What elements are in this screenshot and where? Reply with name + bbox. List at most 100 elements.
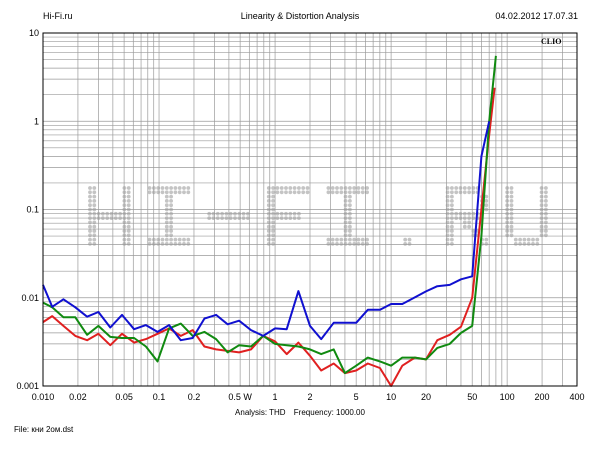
watermark-dot xyxy=(164,203,169,208)
watermark-dot xyxy=(450,242,454,246)
watermark-dot xyxy=(126,199,131,203)
watermark-dot xyxy=(92,237,97,242)
chart-grid xyxy=(43,33,577,386)
watermark-dot xyxy=(348,194,352,199)
watermark-dot xyxy=(450,229,454,233)
watermark-dot xyxy=(88,237,92,242)
chart-series xyxy=(42,55,497,387)
watermark-dot xyxy=(407,242,412,246)
watermark-dot xyxy=(292,190,297,195)
watermark-dot xyxy=(326,190,331,195)
x-tick-label: 100 xyxy=(500,392,515,402)
watermark-dot xyxy=(156,190,161,195)
watermark-dot xyxy=(271,194,275,199)
watermark-dot xyxy=(126,229,131,233)
watermark-dot xyxy=(539,233,544,238)
watermark-dot xyxy=(147,242,152,246)
watermark-dot xyxy=(271,190,275,195)
watermark-dot xyxy=(160,186,165,190)
watermark-dot xyxy=(92,229,97,233)
watermark-dot xyxy=(169,233,174,238)
watermark-dot xyxy=(454,190,459,195)
watermark-dot xyxy=(288,186,293,190)
watermark-dot xyxy=(266,229,271,233)
watermark-dot xyxy=(177,242,182,246)
watermark-dot xyxy=(266,242,271,246)
watermark-dot xyxy=(335,190,339,195)
watermark-dot xyxy=(173,186,178,190)
watermark-dot xyxy=(544,224,548,229)
watermark-dot xyxy=(186,190,191,195)
watermark-dot xyxy=(169,229,174,233)
frequency-label: Frequency: 1000.00 xyxy=(293,408,365,417)
watermark-dot xyxy=(92,220,97,225)
watermark-dot xyxy=(147,190,152,195)
watermark-dot xyxy=(343,237,348,242)
watermark-dot xyxy=(343,190,348,195)
watermark-dot xyxy=(186,242,191,246)
watermark-dot xyxy=(518,237,522,242)
x-tick-label: 2 xyxy=(307,392,312,402)
watermark-dot xyxy=(544,194,548,199)
watermark-dot xyxy=(365,237,369,242)
watermark-dot xyxy=(484,237,489,242)
watermark-dot xyxy=(326,237,331,242)
watermark-dot xyxy=(462,190,467,195)
watermark-dot xyxy=(182,242,186,246)
watermark-dot xyxy=(531,242,535,246)
watermark-dot xyxy=(467,220,471,225)
watermark-dot xyxy=(518,242,522,246)
analysis-label: Analysis: THD xyxy=(235,408,286,417)
watermark-dot xyxy=(339,242,344,246)
watermark-dot xyxy=(509,203,514,208)
watermark-dot xyxy=(88,224,92,229)
clio-brand-mark: CLIO xyxy=(541,37,561,46)
watermark-dot xyxy=(339,186,344,190)
watermark-dot xyxy=(126,190,131,195)
watermark-dot xyxy=(348,220,352,225)
watermark-dot xyxy=(339,237,344,242)
watermark-dot xyxy=(509,194,514,199)
watermark-dot xyxy=(164,190,169,195)
watermark-dot xyxy=(126,194,131,199)
watermark-dot xyxy=(326,186,331,190)
watermark-dot xyxy=(271,186,275,190)
watermark-dot xyxy=(266,194,271,199)
watermark-dot xyxy=(356,190,361,195)
watermark-dot xyxy=(173,242,178,246)
watermark-dot xyxy=(266,233,271,238)
watermark-dot xyxy=(458,186,463,190)
watermark-dot xyxy=(147,237,152,242)
watermark-dot xyxy=(330,186,335,190)
watermark-dot xyxy=(450,190,454,195)
watermark-dot xyxy=(509,224,514,229)
watermark-dot xyxy=(484,242,489,246)
series-blue-line xyxy=(42,121,491,342)
watermark-dot xyxy=(164,237,169,242)
watermark-dot xyxy=(92,224,97,229)
watermark-dot xyxy=(177,186,182,190)
watermark-dot xyxy=(164,194,169,199)
watermark-dot xyxy=(305,186,310,190)
watermark-dot xyxy=(484,194,489,199)
watermark-dot xyxy=(169,203,174,208)
watermark-dot xyxy=(509,229,514,233)
watermark-dot xyxy=(348,233,352,238)
watermark-dot xyxy=(92,233,97,238)
watermark-dot xyxy=(186,186,191,190)
y-tick-label: 0.01 xyxy=(21,293,39,303)
watermark-dot xyxy=(360,237,365,242)
plot-frame xyxy=(42,32,578,387)
watermark-dot xyxy=(330,237,335,242)
watermark-dot xyxy=(271,220,275,225)
watermark-dot xyxy=(266,190,271,195)
watermark-dot xyxy=(173,190,178,195)
watermark-dot xyxy=(169,199,174,203)
watermark-dot xyxy=(266,199,271,203)
watermark-dot xyxy=(126,220,131,225)
watermark-dot xyxy=(539,190,544,195)
watermark-dot xyxy=(522,237,527,242)
x-tick-label: 0.2 xyxy=(188,392,201,402)
watermark-dot xyxy=(164,229,169,233)
